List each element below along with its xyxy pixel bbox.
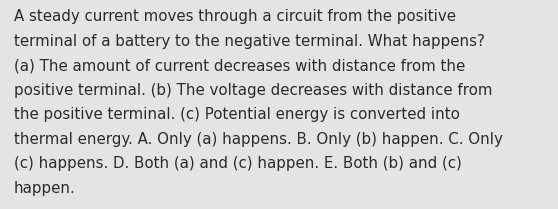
Text: thermal energy. A. Only (a) happens. B. Only (b) happen. C. Only: thermal energy. A. Only (a) happens. B. … bbox=[14, 132, 503, 147]
Text: (c) happens. D. Both (a) and (c) happen. E. Both (b) and (c): (c) happens. D. Both (a) and (c) happen.… bbox=[14, 156, 462, 171]
Text: terminal of a battery to the negative terminal. What happens?: terminal of a battery to the negative te… bbox=[14, 34, 485, 49]
Text: happen.: happen. bbox=[14, 181, 76, 196]
Text: (a) The amount of current decreases with distance from the: (a) The amount of current decreases with… bbox=[14, 58, 465, 73]
Text: positive terminal. (b) The voltage decreases with distance from: positive terminal. (b) The voltage decre… bbox=[14, 83, 493, 98]
Text: the positive terminal. (c) Potential energy is converted into: the positive terminal. (c) Potential ene… bbox=[14, 107, 460, 122]
Text: A steady current moves through a circuit from the positive: A steady current moves through a circuit… bbox=[14, 9, 456, 24]
